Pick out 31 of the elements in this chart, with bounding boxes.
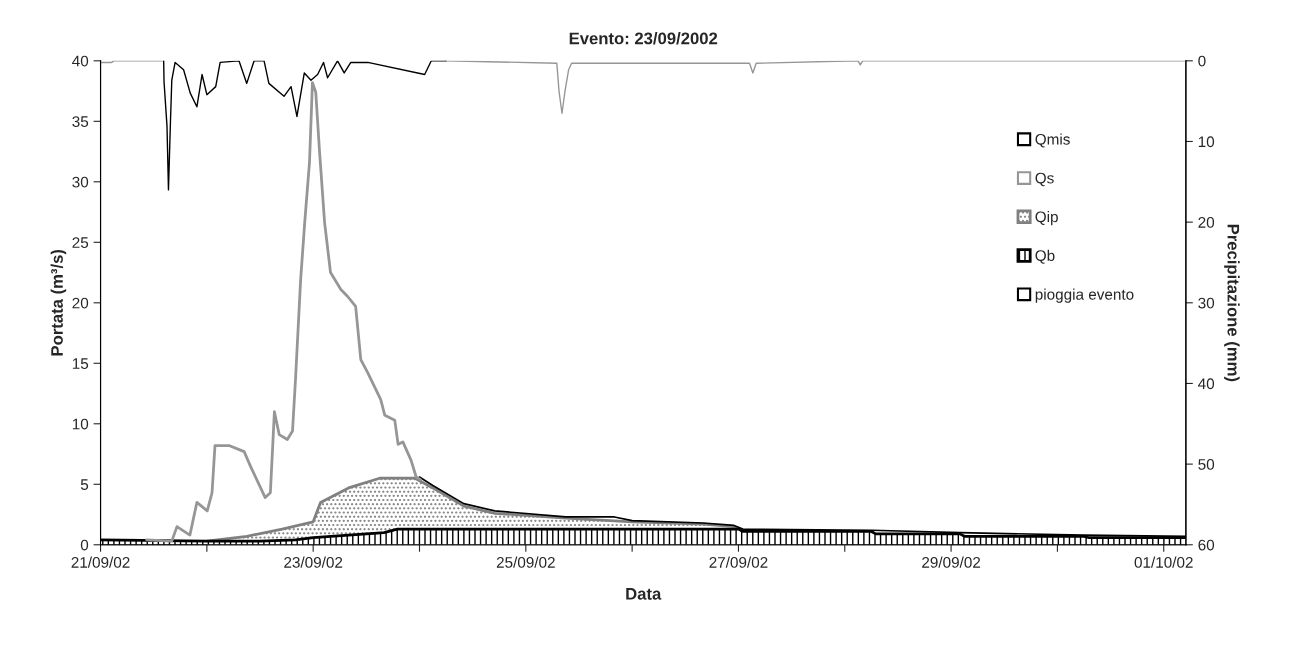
x-tick-label: 21/09/02 xyxy=(71,556,130,568)
y2-tick-label: 40 xyxy=(1198,378,1215,390)
y-tick-label: 35 xyxy=(72,116,89,127)
y-tick-label: 40 xyxy=(72,55,89,67)
y2-axis-title: Precipitazione (mm) xyxy=(1224,224,1240,382)
legend-label: Qmis xyxy=(1035,133,1070,148)
y2-tick-label: 60 xyxy=(1198,539,1215,551)
x-tick-label: 27/09/02 xyxy=(709,556,768,568)
x-axis-title: Data xyxy=(626,588,662,600)
y-tick-label: 5 xyxy=(80,479,89,490)
x-tick-label: 29/09/02 xyxy=(922,556,981,568)
x-tick-label: 01/10/02 xyxy=(1134,556,1193,568)
y-tick-label: 25 xyxy=(72,237,89,248)
y2-tick-label: 30 xyxy=(1198,297,1215,309)
y2-tick-label: 0 xyxy=(1198,55,1206,67)
y-tick-label: 15 xyxy=(72,358,89,369)
legend-label: pioggia evento xyxy=(1035,288,1134,303)
y2-tick-label: 20 xyxy=(1198,217,1215,228)
y-tick-label: 10 xyxy=(72,418,89,430)
y2-tick-label: 50 xyxy=(1198,458,1215,470)
x-tick-label: 25/09/02 xyxy=(496,556,555,568)
legend-label: Qb xyxy=(1035,249,1055,264)
chart-title: Evento: 23/09/2002 xyxy=(569,32,718,45)
legend-label: Qip xyxy=(1035,211,1058,226)
y-tick-label: 0 xyxy=(80,539,89,551)
y2-tick-label: 10 xyxy=(1198,136,1215,148)
x-tick-label: 23/09/02 xyxy=(284,556,343,568)
y-tick-label: 20 xyxy=(72,297,89,309)
y-axis-title: Portata (m³/s) xyxy=(50,249,67,356)
legend-label: Qs xyxy=(1035,172,1054,187)
y-tick-label: 30 xyxy=(72,176,89,188)
